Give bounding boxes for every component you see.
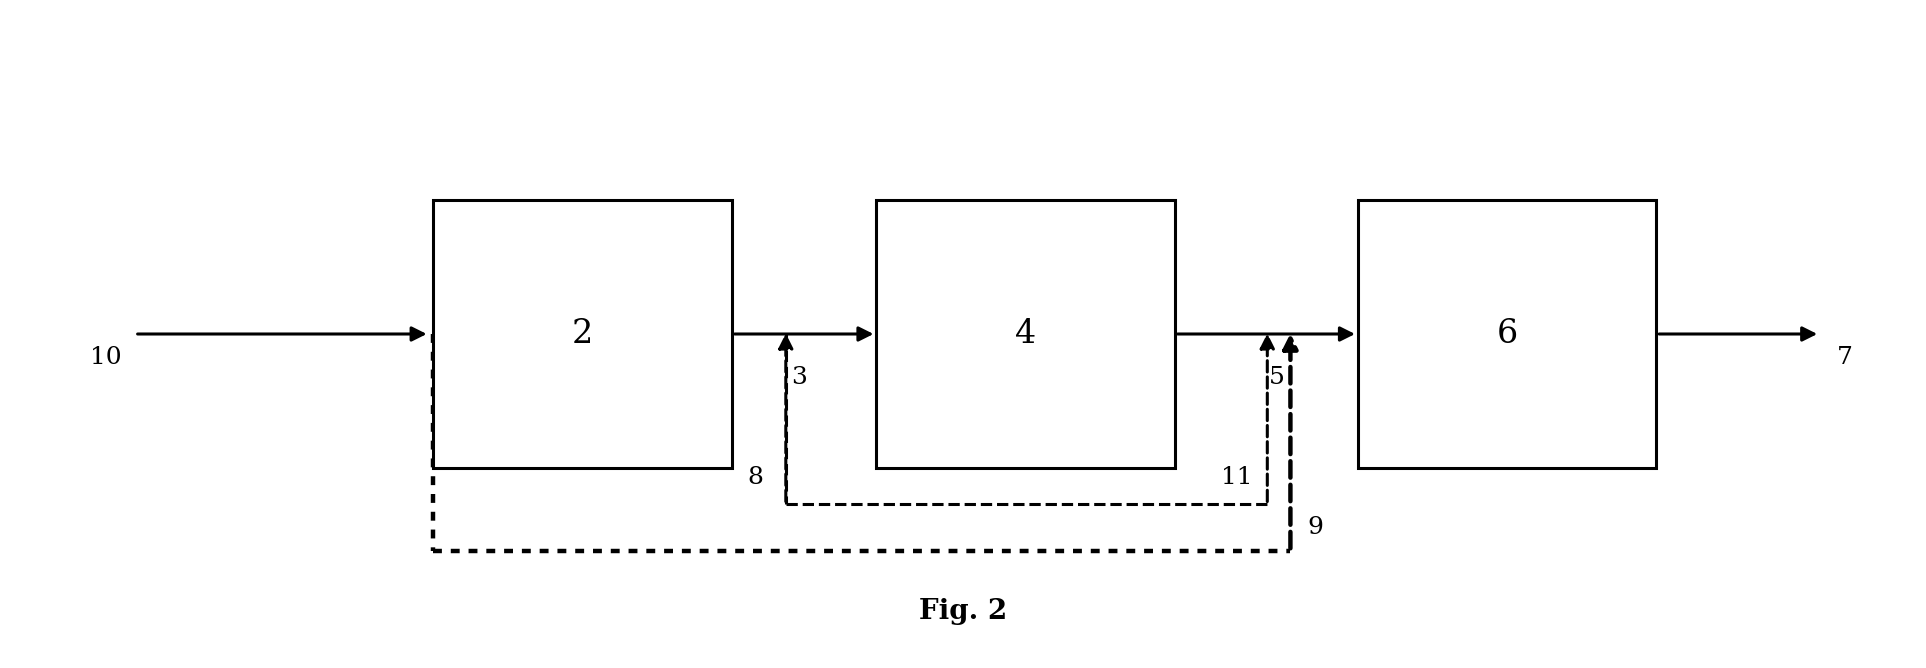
Text: 7: 7	[1837, 346, 1853, 369]
Bar	[1358, 200, 1656, 468]
Text: 8: 8	[747, 466, 763, 489]
Text: 5: 5	[1269, 366, 1285, 389]
Text: 2: 2	[572, 318, 593, 350]
Text: 4: 4	[1015, 318, 1036, 350]
Bar	[876, 200, 1175, 468]
Text: 10: 10	[91, 346, 121, 369]
Text: 6: 6	[1497, 318, 1518, 350]
Text: 3: 3	[792, 366, 807, 389]
Text: Fig. 2: Fig. 2	[919, 598, 1007, 625]
Bar	[433, 200, 732, 468]
Text: 11: 11	[1221, 466, 1252, 489]
Text: 9: 9	[1308, 516, 1323, 539]
